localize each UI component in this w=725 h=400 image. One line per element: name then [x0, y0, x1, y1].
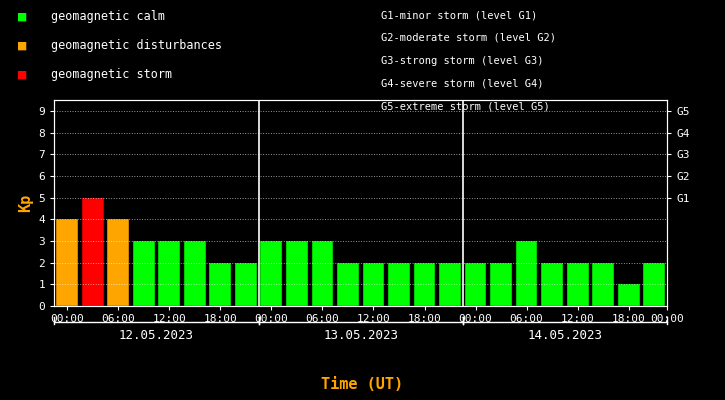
Bar: [490, 263, 512, 306]
Bar: [260, 241, 282, 306]
Bar: [515, 241, 537, 306]
Text: G1-minor storm (level G1): G1-minor storm (level G1): [381, 10, 537, 20]
Bar: [439, 263, 461, 306]
Bar: [362, 263, 384, 306]
Text: geomagnetic storm: geomagnetic storm: [51, 68, 172, 81]
Bar: [643, 263, 665, 306]
Bar: [465, 263, 486, 306]
Bar: [542, 263, 563, 306]
Bar: [107, 219, 129, 306]
Text: G4-severe storm (level G4): G4-severe storm (level G4): [381, 78, 543, 88]
Text: G3-strong storm (level G3): G3-strong storm (level G3): [381, 56, 543, 66]
Bar: [184, 241, 206, 306]
Bar: [210, 263, 231, 306]
Text: ■: ■: [18, 39, 27, 53]
Bar: [618, 284, 639, 306]
Bar: [567, 263, 589, 306]
Bar: [133, 241, 154, 306]
Text: G2-moderate storm (level G2): G2-moderate storm (level G2): [381, 33, 555, 43]
Bar: [592, 263, 614, 306]
Bar: [388, 263, 410, 306]
Y-axis label: Kp: Kp: [18, 194, 33, 212]
Text: 14.05.2023: 14.05.2023: [527, 329, 602, 342]
Text: Time (UT): Time (UT): [321, 377, 404, 392]
Bar: [312, 241, 334, 306]
Bar: [82, 198, 104, 306]
Bar: [235, 263, 257, 306]
Text: ■: ■: [18, 10, 27, 24]
Bar: [158, 241, 180, 306]
Text: geomagnetic calm: geomagnetic calm: [51, 10, 165, 23]
Bar: [286, 241, 307, 306]
Text: G5-extreme storm (level G5): G5-extreme storm (level G5): [381, 101, 550, 111]
Text: ■: ■: [18, 68, 27, 82]
Bar: [414, 263, 435, 306]
Text: 13.05.2023: 13.05.2023: [323, 329, 398, 342]
Text: 12.05.2023: 12.05.2023: [119, 329, 194, 342]
Bar: [57, 219, 78, 306]
Bar: [337, 263, 359, 306]
Text: geomagnetic disturbances: geomagnetic disturbances: [51, 39, 222, 52]
